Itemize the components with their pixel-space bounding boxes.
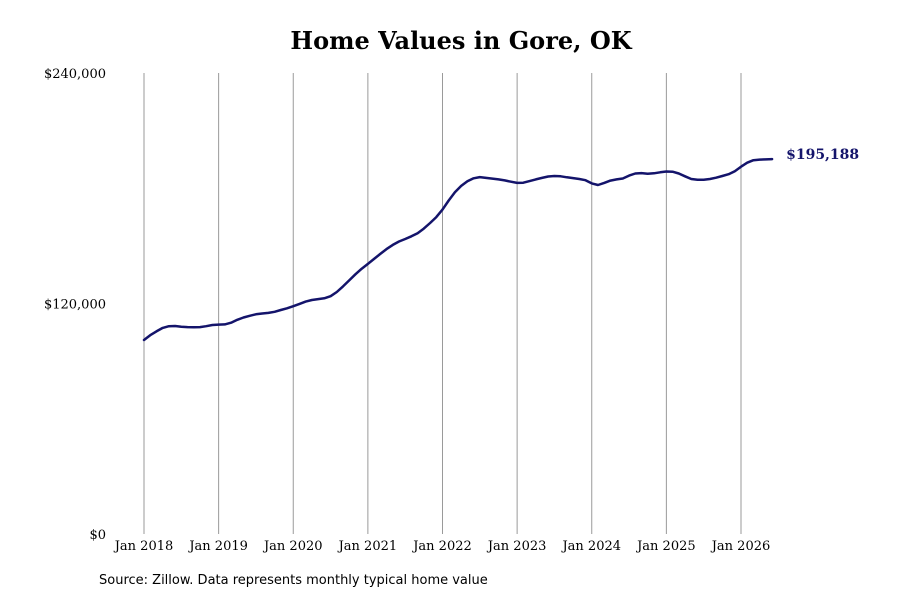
y-tick-label: $0 — [89, 528, 106, 543]
x-tick-label: Jan 2023 — [486, 539, 547, 554]
x-tick-label: Jan 2024 — [560, 539, 621, 554]
series-line — [142, 157, 774, 342]
x-tick-label: Jan 2020 — [262, 539, 323, 554]
chart-title: Home Values in Gore, OK — [290, 26, 632, 55]
y-tick-label: $240,000 — [44, 67, 106, 82]
x-axis: Jan 2018 Jan 2019 Jan 2020 Jan 2021 Jan 2022… — [113, 539, 771, 554]
x-tick-label: Jan 2022 — [411, 539, 472, 554]
x-tick-label: Jan 2025 — [635, 539, 696, 554]
x-tick-label: Jan 2019 — [187, 539, 248, 554]
source-note: Source: Zillow. Data represents monthly … — [99, 573, 488, 588]
x-tick-label: Jan 2026 — [710, 539, 771, 554]
y-tick-label: $120,000 — [44, 298, 106, 313]
y-axis: $0 $120,000 $240,000 — [44, 67, 106, 543]
x-tick-label: Jan 2021 — [337, 539, 398, 554]
x-tick-label: Jan 2018 — [113, 539, 174, 554]
gridlines — [143, 73, 742, 534]
end-value-label: $195,188 — [786, 147, 859, 163]
